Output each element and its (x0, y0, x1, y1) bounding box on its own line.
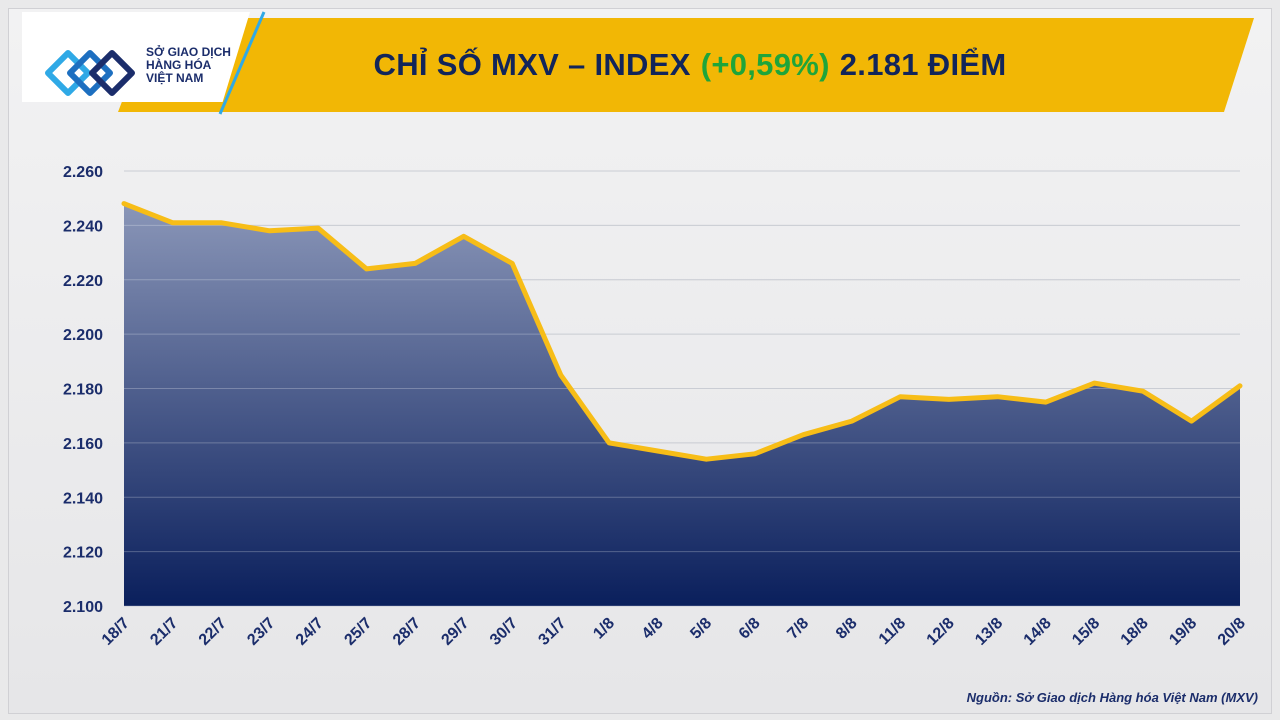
y-tick-label: 2.260 (63, 164, 103, 181)
x-tick-label: 4/8 (639, 615, 667, 643)
source-note: Nguồn: Sở Giao dịch Hàng hóa Việt Nam (M… (966, 690, 1258, 705)
y-axis-ticks: 2.100 2.120 2.140 2.160 2.180 2.200 2.220 2.240… (63, 164, 103, 616)
series-line (121, 201, 1243, 462)
x-axis-ticks: 18/7 21/7 22/7 23/7 24/7 25/7 28/7 29/7 30/7 31/7… (99, 615, 1249, 649)
x-tick-label: 20/8 (1215, 615, 1249, 649)
logo-line-1: SỞ GIAO DỊCH (146, 45, 231, 59)
x-tick-label: 5/8 (687, 615, 715, 643)
title-change-percent: (+0,59%) (700, 47, 830, 82)
x-tick-label: 25/7 (341, 615, 375, 649)
chart-title: CHỈ SỐ MXV – INDEX (+0,59%) 2.181 ĐIỂM (250, 18, 1130, 112)
x-tick-label: 28/7 (390, 615, 424, 649)
x-tick-label: 19/8 (1166, 615, 1200, 649)
decorative-slash (218, 11, 266, 115)
title-prefix: CHỈ SỐ MXV – INDEX (373, 47, 691, 82)
x-tick-label: 14/8 (1021, 615, 1055, 649)
title-index-value: 2.181 ĐIỂM (839, 47, 1007, 82)
x-tick-label: 8/8 (833, 615, 861, 643)
logo-text: SỞ GIAO DỊCH HÀNG HÓA VIỆT NAM (146, 46, 231, 85)
y-tick-label: 2.160 (63, 436, 103, 453)
x-tick-label: 11/8 (876, 615, 909, 648)
x-tick-label: 12/8 (924, 615, 958, 649)
title-banner (118, 18, 1254, 112)
y-tick-label: 2.200 (63, 327, 103, 344)
x-tick-label: 13/8 (972, 615, 1006, 649)
x-tick-label: 22/7 (196, 615, 230, 649)
x-tick-label: 6/8 (736, 615, 764, 643)
x-tick-label: 1/8 (590, 615, 618, 643)
x-tick-label: 15/8 (1069, 615, 1103, 649)
x-tick-label: 18/7 (99, 615, 133, 649)
x-tick-label: 30/7 (487, 615, 521, 649)
x-tick-label: 7/8 (784, 615, 812, 643)
x-tick-label: 23/7 (244, 615, 278, 649)
logo-line-2: HÀNG HÓA (146, 58, 212, 72)
x-tick-label: 21/7 (147, 615, 181, 649)
y-tick-label: 2.180 (63, 382, 103, 399)
x-tick-label: 18/8 (1118, 615, 1152, 649)
grid-lines-overlay (124, 170, 1240, 607)
x-tick-label: 24/7 (293, 615, 327, 649)
y-tick-label: 2.140 (63, 490, 103, 507)
y-tick-label: 2.100 (63, 599, 103, 616)
area-fill (124, 203, 1240, 606)
y-tick-label: 2.220 (63, 273, 103, 290)
mxv-logo-icon (45, 50, 135, 96)
logo-line-3: VIỆT NAM (146, 71, 204, 85)
x-tick-label: 31/7 (535, 615, 569, 649)
y-tick-label: 2.240 (63, 218, 103, 235)
y-tick-label: 2.120 (63, 545, 103, 562)
x-tick-label: 29/7 (438, 615, 472, 649)
